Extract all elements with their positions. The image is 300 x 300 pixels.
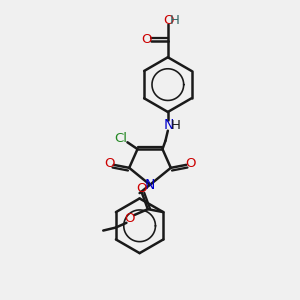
Text: O: O	[136, 182, 147, 195]
Text: O: O	[125, 212, 135, 225]
Text: Cl: Cl	[114, 132, 128, 145]
Text: H: H	[169, 14, 179, 27]
Text: O: O	[163, 14, 174, 27]
Text: H: H	[171, 119, 181, 132]
Text: O: O	[141, 33, 152, 46]
Text: N: N	[163, 118, 174, 132]
Text: N: N	[145, 178, 155, 192]
Text: O: O	[104, 157, 115, 170]
Text: O: O	[185, 157, 196, 170]
